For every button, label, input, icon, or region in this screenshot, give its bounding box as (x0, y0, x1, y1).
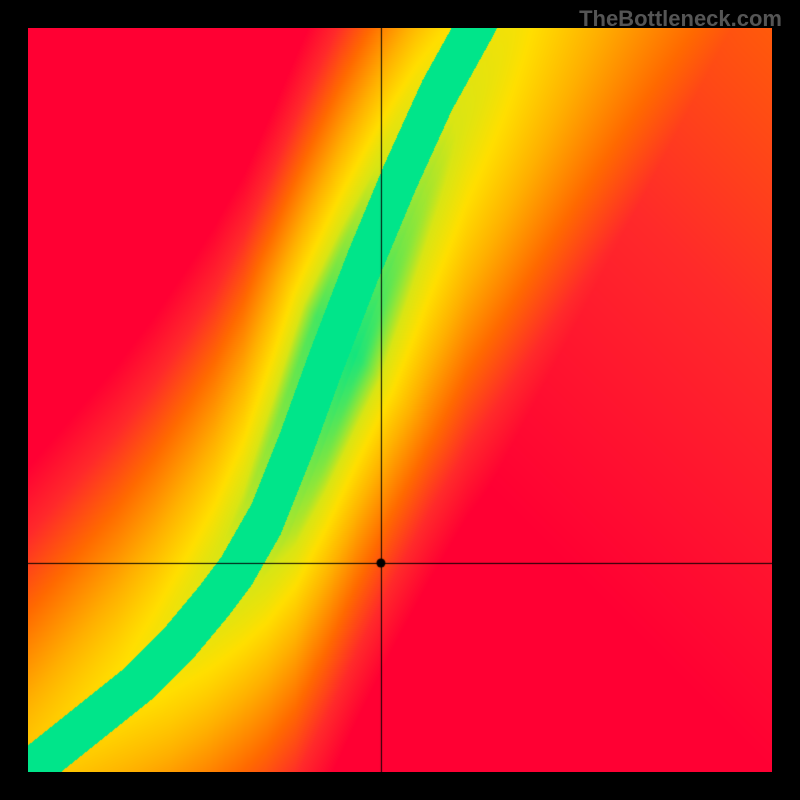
plot-area (28, 28, 772, 772)
watermark-text: TheBottleneck.com (579, 6, 782, 32)
heatmap-canvas (28, 28, 772, 772)
chart-stage: TheBottleneck.com (0, 0, 800, 800)
